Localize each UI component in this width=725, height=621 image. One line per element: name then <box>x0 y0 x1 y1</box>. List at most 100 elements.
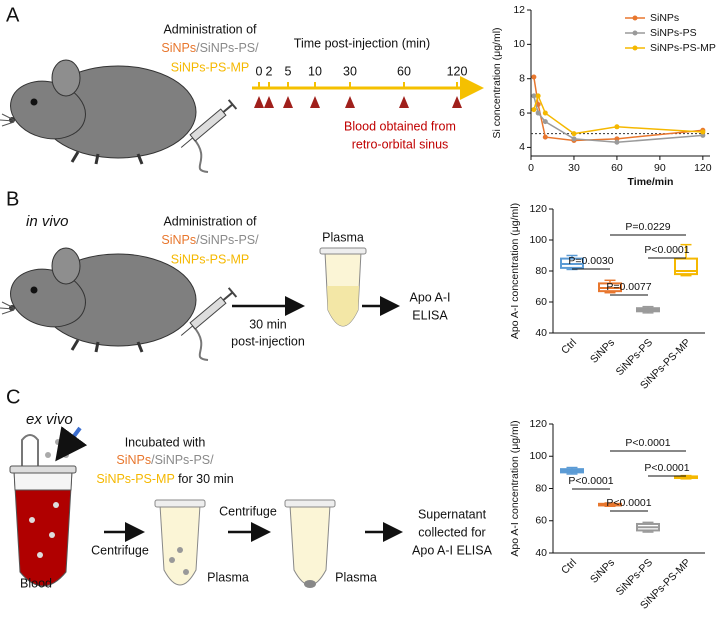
inc-sinps-ps: /SiNPs-PS/ <box>151 453 214 467</box>
y-axis-label: Apo A-I concentration (μg/ml) <box>509 203 521 339</box>
series-line <box>533 95 703 144</box>
y-tick-label: 120 <box>529 203 547 215</box>
y-axis-label: Si concentration (μg/ml) <box>491 27 503 138</box>
y-tick-label: 100 <box>529 450 547 462</box>
x-tick-label: SiNPs <box>588 557 617 586</box>
inc-sinps: SiNPs <box>116 453 151 467</box>
y-tick-label: 120 <box>529 418 547 430</box>
admin-text: SiNPs/SiNPs-PS/ <box>161 41 259 55</box>
x-tick-label: 60 <box>611 162 623 174</box>
x-tick-label: Ctrl <box>559 557 579 577</box>
timeline-tick-label: 10 <box>308 64 322 78</box>
significance-label: P<0.0001 <box>606 497 651 509</box>
data-point <box>531 74 537 80</box>
x-tick-label: SiNPs <box>588 337 617 366</box>
data-point <box>542 110 548 116</box>
mouse-illustration <box>0 58 238 174</box>
x-tick-label: Ctrl <box>559 337 579 357</box>
significance-label: P<0.0001 <box>644 462 689 474</box>
data-point <box>571 136 577 142</box>
legend-label: SiNPs-PS <box>650 27 697 39</box>
admin-text: SiNPs-PS-MP <box>171 60 249 74</box>
blood-text: retro-orbital sinus <box>352 137 449 151</box>
data-point <box>531 93 537 99</box>
y-tick-label: 60 <box>535 515 547 527</box>
tube <box>284 499 336 588</box>
data-point <box>542 119 548 125</box>
output-text: collected for <box>418 525 485 539</box>
data-point <box>535 110 541 116</box>
tube <box>319 247 367 327</box>
assay-text: Apo A-I <box>410 290 451 304</box>
output-text: Apo A-I ELISA <box>412 543 493 557</box>
admin-sinps-ps: /SiNPs-PS/ <box>196 233 259 247</box>
admin-text: SiNPs/SiNPs-PS/ <box>161 233 259 247</box>
admin-text: Administration of <box>163 214 257 228</box>
incubation-text: Incubated with <box>125 435 206 449</box>
data-point <box>614 124 620 130</box>
tube <box>154 499 206 586</box>
y-tick-label: 10 <box>513 38 525 50</box>
x-tick-label: 120 <box>694 162 712 174</box>
legend-label: SiNPs-PS-MP <box>650 42 716 54</box>
data-point <box>542 134 548 140</box>
condition: ex vivo <box>26 411 73 428</box>
condition: in vivo <box>26 213 69 230</box>
x-axis-label: Time/min <box>628 176 674 188</box>
data-point <box>535 93 541 99</box>
y-tick-label: 8 <box>519 72 525 84</box>
x-tick-label: 90 <box>654 162 666 174</box>
blood-draw-marker <box>310 96 320 108</box>
panel-label: B <box>6 188 19 210</box>
admin-sinps: SiNPs <box>161 41 196 55</box>
data-point <box>614 136 620 142</box>
y-tick-label: 80 <box>535 482 547 494</box>
blood-draw-marker <box>452 96 462 108</box>
blood-label: Blood <box>20 576 52 590</box>
tube-label: Plasma <box>322 230 364 244</box>
tube-label: Plasma <box>207 570 249 584</box>
blood-draw-marker <box>399 96 409 108</box>
assay-text: ELISA <box>412 308 448 322</box>
y-tick-label: 40 <box>535 327 547 339</box>
arrow-label: post-injection <box>231 334 305 348</box>
legend-label: SiNPs <box>650 12 679 24</box>
blood-tube <box>9 426 88 587</box>
panel-label: C <box>6 386 20 408</box>
y-tick-label: 100 <box>529 234 547 246</box>
timeline-tick-label: 60 <box>397 64 411 78</box>
significance-label: P=0.0229 <box>625 221 670 233</box>
blood-draw-marker <box>283 96 293 108</box>
blood-text: Blood obtained from <box>344 119 456 133</box>
inc-sinps-ps-mp: SiNPs-PS-MP <box>96 472 174 486</box>
significance-label: P=0.0030 <box>568 255 613 267</box>
timeline-tick-label: 5 <box>285 64 292 78</box>
y-tick-label: 60 <box>535 296 547 308</box>
blood-draw-marker <box>254 96 264 108</box>
y-axis-label: Apo A-I concentration (μg/ml) <box>509 420 521 556</box>
incubation-text: SiNPs-PS-MP for 30 min <box>96 472 233 486</box>
significance-label: P=0.0077 <box>606 281 651 293</box>
timeline-tick-label: 0 <box>256 64 263 78</box>
output-text: Supernatant <box>418 507 487 521</box>
admin-text: SiNPs-PS-MP <box>171 252 249 266</box>
admin-sinps: SiNPs <box>161 233 196 247</box>
step-label: Centrifuge <box>219 504 277 518</box>
x-tick-label: 0 <box>528 162 534 174</box>
panel-label: A <box>6 4 20 26</box>
admin-text: Administration of <box>163 22 257 36</box>
legend-marker <box>632 15 638 21</box>
x-tick-label: 30 <box>568 162 580 174</box>
admin-sinps-ps: /SiNPs-PS/ <box>196 41 259 55</box>
y-tick-label: 6 <box>519 107 525 119</box>
timeline-tick-label: 30 <box>343 64 357 78</box>
blood-draw-marker <box>345 96 355 108</box>
timeline-tick-label: 2 <box>266 64 273 78</box>
significance-label: P<0.0001 <box>644 244 689 256</box>
data-point <box>700 129 706 135</box>
legend-marker <box>632 30 638 36</box>
tube-label: Plasma <box>335 570 377 584</box>
data-point <box>614 139 620 145</box>
blood-draw-marker <box>264 96 274 108</box>
